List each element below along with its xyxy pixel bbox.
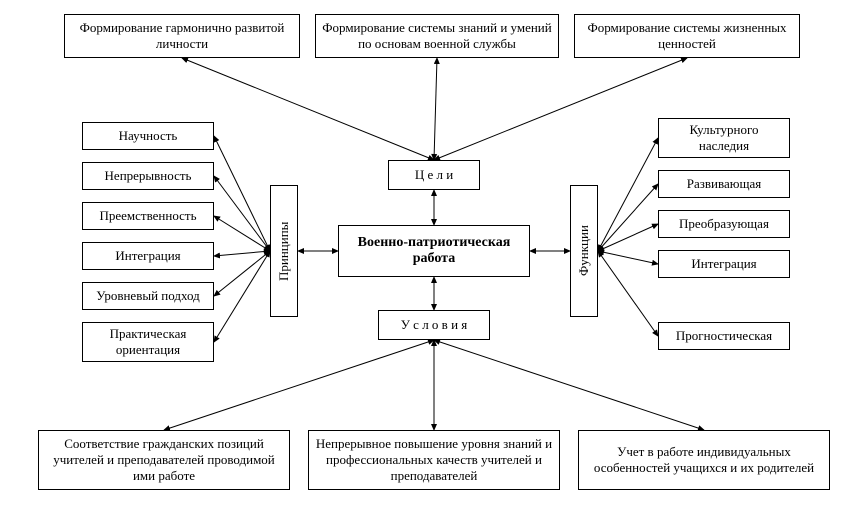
goal-label: Формирование гармонично развитой личност… (69, 20, 295, 52)
hub-principles-label: Принципы (276, 221, 292, 280)
principle-node: Уровневый подход (82, 282, 214, 310)
goal-node: Формирование гармонично развитой личност… (64, 14, 300, 58)
goal-node: Формирование системы жизненных ценностей (574, 14, 800, 58)
function-node: Культурного наследия (658, 118, 790, 158)
function-node: Интеграция (658, 250, 790, 278)
hub-functions-label: Функции (576, 226, 592, 277)
principle-label: Практическая ориентация (87, 326, 209, 358)
principle-node: Научность (82, 122, 214, 150)
condition-node: Непрерывное повышение уровня знаний и пр… (308, 430, 560, 490)
principle-label: Преемственность (99, 208, 196, 224)
hub-principles: Принципы (270, 185, 298, 317)
goal-label: Формирование системы жизненных ценностей (579, 20, 795, 52)
principle-label: Уровневый подход (96, 288, 199, 304)
principle-label: Непрерывность (105, 168, 192, 184)
function-node: Развивающая (658, 170, 790, 198)
function-label: Культурного наследия (663, 122, 785, 154)
condition-node: Учет в работе индивидуальных особенносте… (578, 430, 830, 490)
principle-node: Интеграция (82, 242, 214, 270)
condition-label: Учет в работе индивидуальных особенносте… (583, 444, 825, 476)
principle-label: Научность (119, 128, 178, 144)
central-node: Военно-патриотическая работа (338, 225, 530, 277)
hub-conditions-label: У с л о в и я (401, 317, 468, 333)
function-node: Преобразующая (658, 210, 790, 238)
condition-node: Соответствие гражданских позиций учителе… (38, 430, 290, 490)
hub-functions: Функции (570, 185, 598, 317)
central-label: Военно-патриотическая работа (343, 235, 525, 267)
principle-node: Непрерывность (82, 162, 214, 190)
function-label: Преобразующая (679, 216, 769, 232)
principle-label: Интеграция (115, 248, 180, 264)
condition-label: Непрерывное повышение уровня знаний и пр… (313, 436, 555, 484)
hub-goals-label: Ц е л и (415, 167, 453, 183)
goal-node: Формирование системы знаний и умений по … (315, 14, 559, 58)
principle-node: Преемственность (82, 202, 214, 230)
condition-label: Соответствие гражданских позиций учителе… (43, 436, 285, 484)
principle-node: Практическая ориентация (82, 322, 214, 362)
hub-conditions: У с л о в и я (378, 310, 490, 340)
function-label: Развивающая (687, 176, 761, 192)
function-label: Интеграция (691, 256, 756, 272)
hub-goals: Ц е л и (388, 160, 480, 190)
function-node: Прогностическая (658, 322, 790, 350)
goal-label: Формирование системы знаний и умений по … (320, 20, 554, 52)
function-label: Прогностическая (676, 328, 772, 344)
